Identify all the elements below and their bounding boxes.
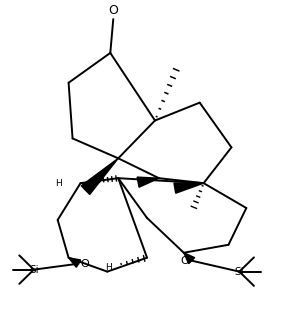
Text: O: O [181, 256, 190, 266]
Text: O: O [108, 4, 118, 17]
Polygon shape [184, 253, 195, 264]
Polygon shape [69, 258, 81, 267]
Text: H: H [106, 263, 112, 272]
Polygon shape [137, 177, 159, 187]
Polygon shape [174, 183, 204, 193]
Polygon shape [81, 158, 118, 195]
Text: H: H [55, 179, 62, 188]
Text: Si: Si [235, 267, 244, 277]
Text: O: O [81, 259, 89, 269]
Text: Si: Si [29, 265, 39, 274]
